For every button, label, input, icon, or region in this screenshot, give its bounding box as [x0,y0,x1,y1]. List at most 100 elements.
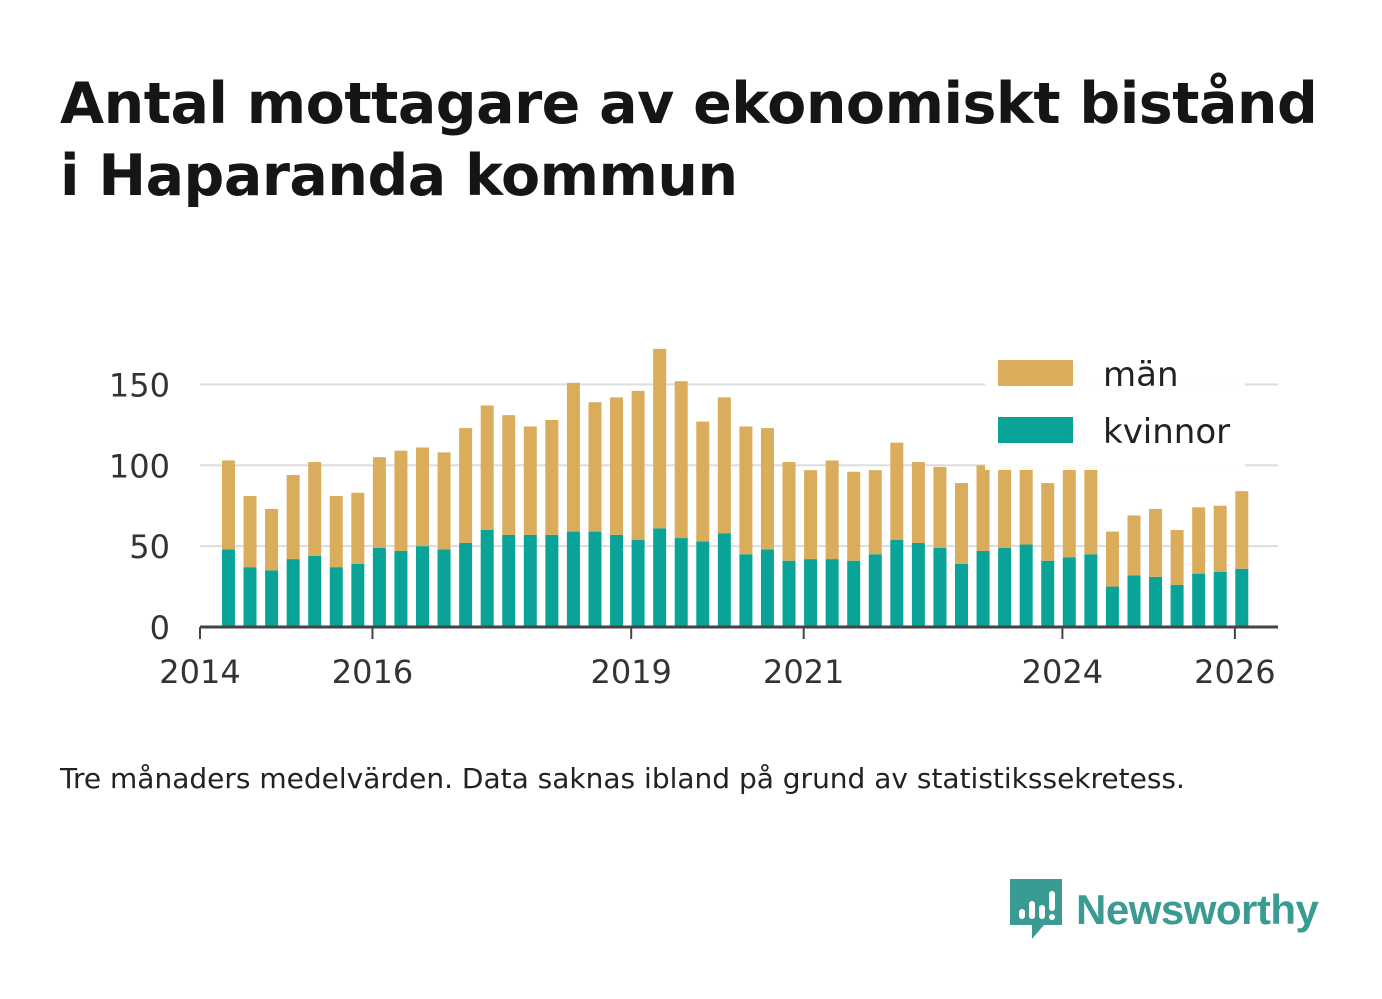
x-tick-label-2019: 2019 [590,653,671,691]
bar-man-32 [911,462,925,543]
bar-man-33 [933,466,947,548]
y-tick-labels: 0 50 100 150 [109,366,170,647]
bar-man-43 [1149,508,1163,577]
y-tick-label-50: 50 [129,528,170,566]
bar-man-14 [523,426,537,535]
bar-man-36 [998,465,1012,548]
bar-man-10 [437,452,451,550]
bar-man-27 [804,470,818,560]
bar-kvinnor-15 [545,534,559,627]
bar-man-19 [631,390,645,540]
bar-kvinnor-10 [437,549,451,627]
bar-kvinnor-24 [739,554,753,627]
newsworthy-logo-icon [1010,879,1062,939]
stacked-bar-chart: 0 50 100 150 2014 2016 2019 2021 2024 2026 män kv… [109,348,1278,691]
bar-kvinnor-11 [459,542,473,627]
x-tick-label-2026: 2026 [1194,653,1275,691]
bar-man-21 [674,381,688,539]
bar-man-31 [890,442,904,540]
bar-man-16 [566,382,580,532]
chart-title: Antal mottagare av ekonomiskt bistånd i … [60,68,1340,212]
chart-caption: Tre månaders medelvärden. Data saknas ib… [60,762,1185,795]
bar-kvinnor-30 [868,554,882,627]
bar-man-28 [825,460,839,560]
x-tick-label-2024: 2024 [1022,653,1103,691]
bar-man-9 [415,447,429,547]
bar-kvinnor-27 [804,559,818,627]
bar-kvinnor-25 [760,549,774,627]
bar-kvinnor-29 [847,560,861,627]
bar-man-42 [1127,515,1141,576]
bar-man-6 [351,492,365,564]
bar-man-30 [868,470,882,555]
bar-man-22 [696,421,710,542]
bar-man-47 [1235,491,1249,569]
bar-kvinnor-39 [1062,557,1076,627]
bar-kvinnor-18 [610,534,624,627]
bar-kvinnor-21 [674,538,688,627]
bar-kvinnor-8 [394,550,408,627]
bar-man-24 [739,426,753,555]
bar-man-15 [545,420,559,535]
bar-man-2 [265,508,279,571]
bar-kvinnor-5 [329,567,343,627]
y-tick-label-0: 0 [150,609,170,647]
bar-kvinnor-17 [588,531,602,627]
bar-man-37 [1019,465,1033,545]
title-line-2: i Haparanda kommun [60,143,738,209]
bar-kvinnor-36 [998,547,1012,627]
brand-name: Newsworthy [1076,886,1319,933]
bar-man-45 [1192,507,1206,574]
bar-kvinnor-47 [1235,568,1249,627]
bar-kvinnor-46 [1213,572,1227,627]
y-tick-label-150: 150 [109,366,170,404]
bar-kvinnor-12 [480,529,494,627]
bar-kvinnor-6 [351,563,365,627]
legend: män kvinnor [985,352,1245,470]
bar-kvinnor-13 [502,534,516,627]
legend-swatch-kvinnor [998,417,1073,443]
bar-kvinnor-31 [890,539,904,627]
bar-man-34 [954,483,968,564]
bar-man-4 [308,462,322,556]
bar-kvinnor-2 [265,570,279,627]
bar-kvinnor-4 [308,555,322,627]
bar-man-7 [372,457,386,548]
bar-kvinnor-44 [1170,584,1184,627]
bar-kvinnor-9 [415,546,429,627]
bar-man-35 [976,465,990,551]
bar-man-23 [717,397,731,534]
bar-man-26 [782,462,796,561]
bar-kvinnor-7 [372,547,386,627]
bar-man-0 [221,460,235,550]
bar-kvinnor-35 [976,550,990,627]
legend-label-man: män [1103,355,1179,395]
bar-kvinnor-22 [696,541,710,627]
bar-kvinnor-1 [243,567,257,627]
bar-kvinnor-23 [717,533,731,627]
bar-kvinnor-34 [954,563,968,627]
bar-man-38 [1041,483,1055,561]
bar-kvinnor-33 [933,547,947,627]
bar-kvinnor-41 [1105,586,1119,627]
bar-kvinnor-37 [1019,544,1033,627]
bar-kvinnor-14 [523,534,537,627]
bar-man-12 [480,405,494,530]
x-tick-label-2021: 2021 [763,653,844,691]
bar-kvinnor-26 [782,560,796,627]
x-tick-label-2016: 2016 [332,653,413,691]
bar-kvinnor-19 [631,539,645,627]
bar-man-44 [1170,529,1184,585]
bar-kvinnor-3 [286,559,300,627]
bar-man-1 [243,496,257,568]
bar-man-3 [286,474,300,560]
bar-man-20 [653,348,667,529]
bar-man-5 [329,496,343,568]
bar-kvinnor-38 [1041,560,1055,627]
bar-kvinnor-42 [1127,575,1141,627]
legend-swatch-man [998,360,1073,386]
bar-kvinnor-40 [1084,554,1098,627]
axes [199,625,1278,639]
bar-kvinnor-32 [911,542,925,627]
bar-man-11 [459,428,473,543]
